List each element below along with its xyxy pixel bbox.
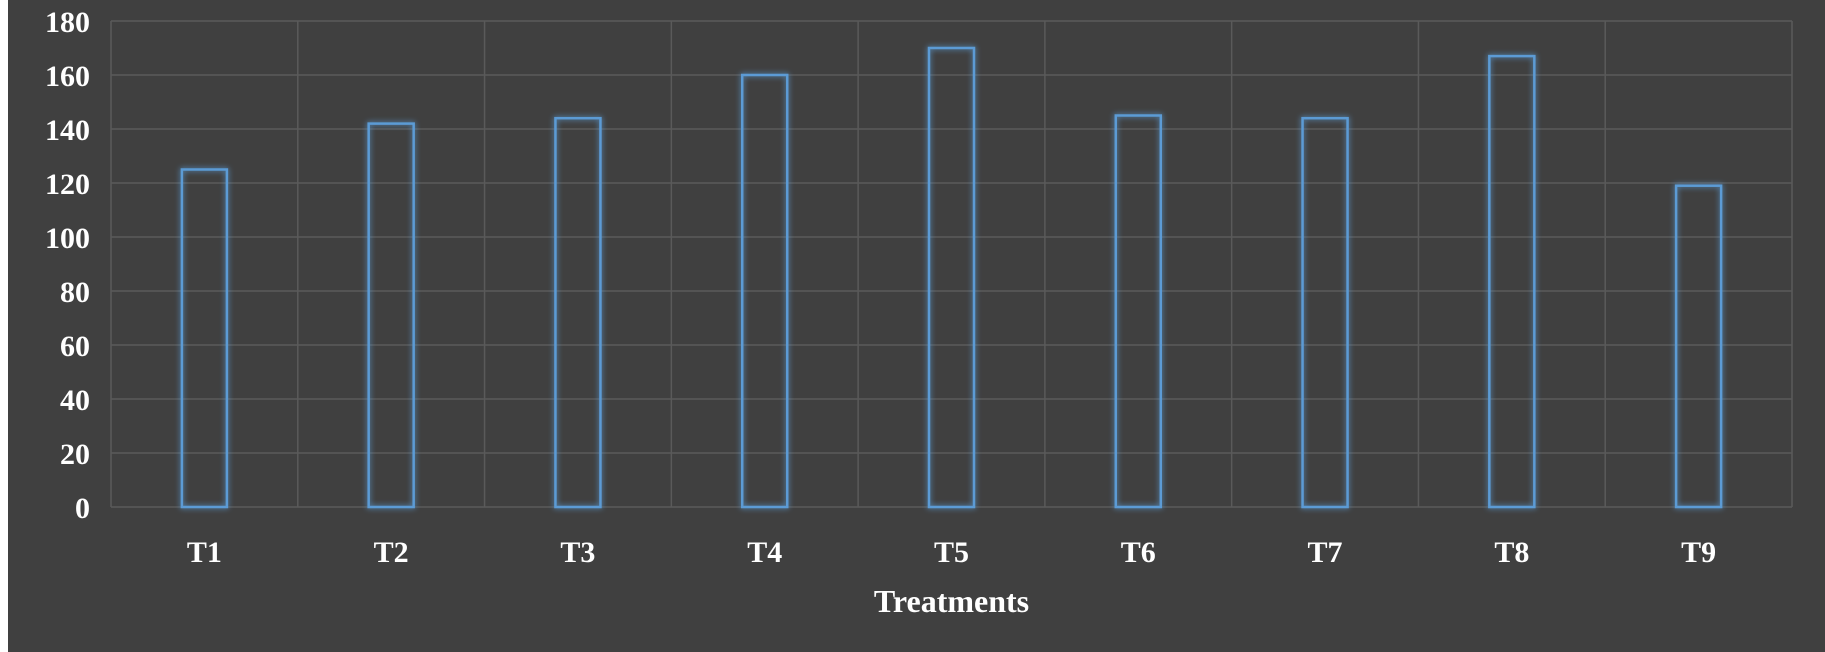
y-tick-label-60: 60 [60,330,90,363]
x-tick-label-T1: T1 [187,536,222,569]
y-tick-label-160: 160 [45,60,90,93]
y-tick-labels: 0 20 40 60 80 100 120 140 160 180 [45,6,90,525]
x-tick-label-T2: T2 [374,536,409,569]
x-axis-title: Treatments [874,583,1029,619]
bar-T4 [740,73,789,509]
grid-lines [110,20,1793,508]
x-tick-label-T5: T5 [934,536,969,569]
bar-T3 [554,116,602,509]
y-tick-label-40: 40 [60,384,90,417]
y-tick-label-120: 120 [45,168,90,201]
y-tick-label-140: 140 [45,114,90,147]
bar-T9 [1674,184,1723,509]
x-tick-label-T8: T8 [1494,536,1529,569]
bar-T8 [1488,54,1536,509]
x-tick-label-T7: T7 [1308,536,1343,569]
y-tick-label-0: 0 [75,492,90,525]
x-tick-label-T6: T6 [1121,536,1156,569]
y-tick-label-80: 80 [60,276,90,309]
y-tick-label-100: 100 [45,222,90,255]
bars [180,46,1723,509]
bar-T6 [1114,114,1163,509]
bar-T5 [927,46,976,509]
x-tick-label-T4: T4 [747,536,782,569]
x-tick-labels: T1 T2 T3 T4 T5 T6 T7 T8 T9 [187,536,1716,569]
bar-T1 [180,168,229,509]
x-tick-label-T3: T3 [560,536,595,569]
bar-T2 [367,122,415,509]
chart-area: 0 20 40 60 80 100 120 140 160 180 T1 T2 T3 T4 T5 T6 T7 T… [8,0,1825,652]
x-tick-label-T9: T9 [1681,536,1716,569]
y-tick-label-180: 180 [45,6,90,39]
y-tick-label-20: 20 [60,438,90,471]
bar-T7 [1301,116,1349,509]
